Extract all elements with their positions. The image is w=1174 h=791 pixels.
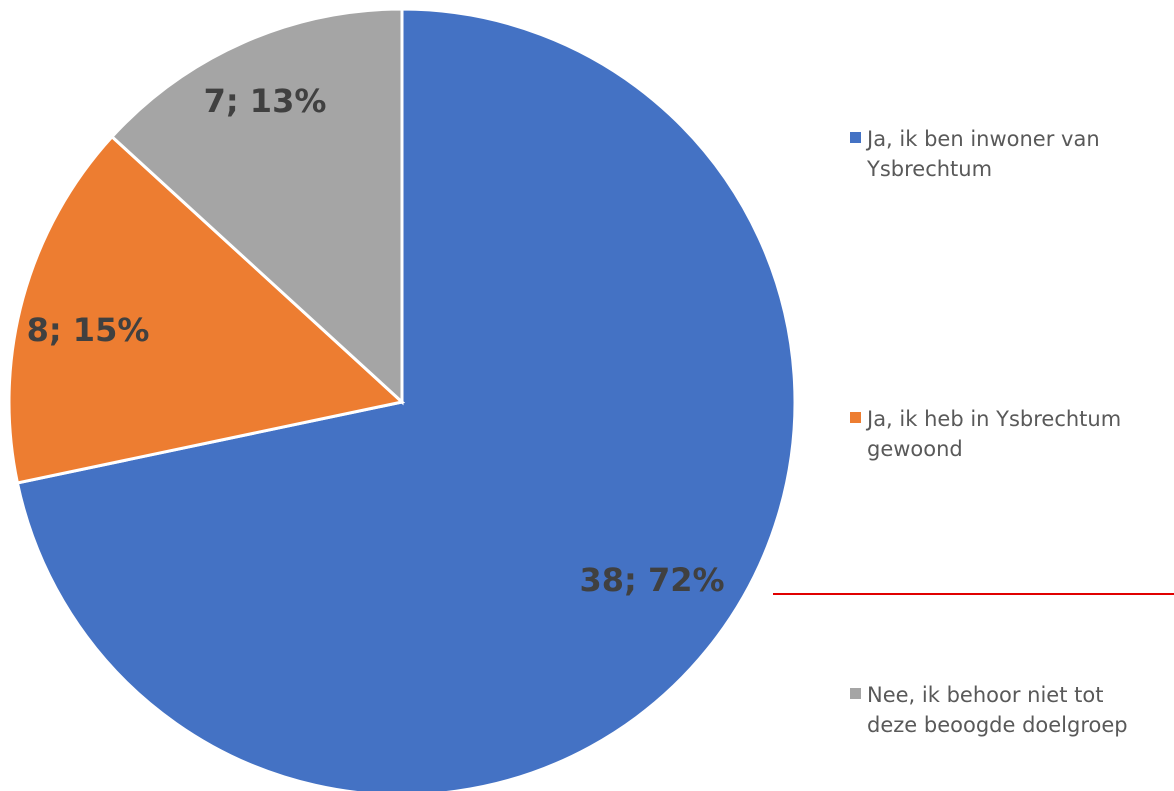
pie-slice-niet-doelgroep — [109, 7, 404, 406]
red-divider-line — [773, 593, 1174, 595]
legend-swatch-inwoner — [850, 132, 861, 143]
legend-label-gewoond: Ja, ik heb in Ysbrechtum gewoond — [867, 404, 1170, 464]
legend-entry-inwoner: Ja, ik ben inwoner van Ysbrechtum — [850, 124, 1170, 184]
data-label-niet-doelgroep: 7; 13% — [204, 82, 327, 120]
chart-legend: Ja, ik ben inwoner van Ysbrechtum Ja, ik… — [850, 0, 1170, 791]
data-label-gewoond: 8; 15% — [27, 311, 150, 349]
legend-label-niet-doelgroep-line1: Nee, ik behoor niet tot — [867, 683, 1104, 707]
legend-swatch-gewoond — [850, 412, 861, 423]
legend-label-gewoond-line1: Ja, ik heb in Ysbrechtum — [867, 407, 1122, 431]
pie-slices — [7, 7, 797, 791]
legend-label-gewoond-line2: gewoond — [867, 437, 963, 461]
legend-entry-niet-doelgroep: Nee, ik behoor niet tot deze beoogde doe… — [850, 680, 1170, 740]
legend-label-niet-doelgroep-line2: deze beoogde doelgroep — [867, 713, 1128, 737]
legend-swatch-niet-doelgroep — [850, 688, 861, 699]
legend-label-inwoner: Ja, ik ben inwoner van Ysbrechtum — [867, 124, 1170, 184]
legend-label-inwoner-line1: Ja, ik ben inwoner van — [867, 127, 1100, 151]
pie-data-labels: 38; 72% 8; 15% 7; 13% — [27, 82, 725, 599]
pie-slice-inwoner — [15, 7, 797, 791]
legend-entry-gewoond: Ja, ik heb in Ysbrechtum gewoond — [850, 404, 1170, 464]
legend-label-inwoner-line2: Ysbrechtum — [867, 157, 993, 181]
legend-label-niet-doelgroep: Nee, ik behoor niet tot deze beoogde doe… — [867, 680, 1170, 740]
pie-slice-gewoond — [7, 134, 406, 485]
data-label-inwoner: 38; 72% — [579, 561, 724, 599]
